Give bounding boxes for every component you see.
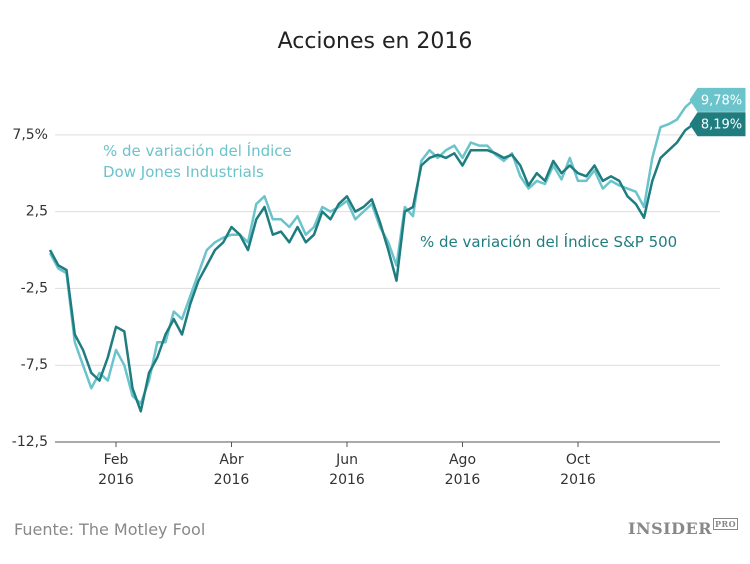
series-annotation: % de variación del Índice Dow Jones Indu… [103, 142, 292, 181]
x-tick-label: Feb 2016 [98, 452, 134, 488]
end-label-text: 8,19% [701, 118, 742, 133]
y-tick-label: -12,5 [12, 434, 48, 450]
y-tick-label: -2,5 [21, 280, 48, 296]
source: Fuente: The Motley Fool [14, 520, 206, 539]
x-tick-label: Abr 2016 [213, 452, 250, 488]
end-label: 8,19% [689, 112, 746, 137]
end-label-tag [689, 87, 746, 112]
chart-title: Acciones en 2016 [278, 29, 473, 54]
series-annotation: % de variación del Índice S&P 500 [420, 233, 678, 251]
end-label-tag [689, 112, 746, 137]
y-tick-label: 7,5% [12, 127, 48, 143]
x-tick-label: Jun 2016 [329, 452, 365, 488]
y-tick-label: -7,5 [21, 357, 48, 373]
logo-suffix: PRO [713, 518, 739, 530]
x-tick-label: Ago 2016 [444, 452, 481, 488]
logo: INSIDER PRO [628, 518, 739, 538]
end-label: 9,78% [689, 87, 746, 112]
x-tick-label: Oct 2016 [560, 452, 596, 488]
y-tick-label: 2,5 [26, 204, 48, 220]
series-line [48, 123, 695, 413]
end-label-text: 9,78% [701, 93, 742, 108]
logo-text: INSIDER [628, 519, 713, 538]
series-line [48, 98, 695, 405]
